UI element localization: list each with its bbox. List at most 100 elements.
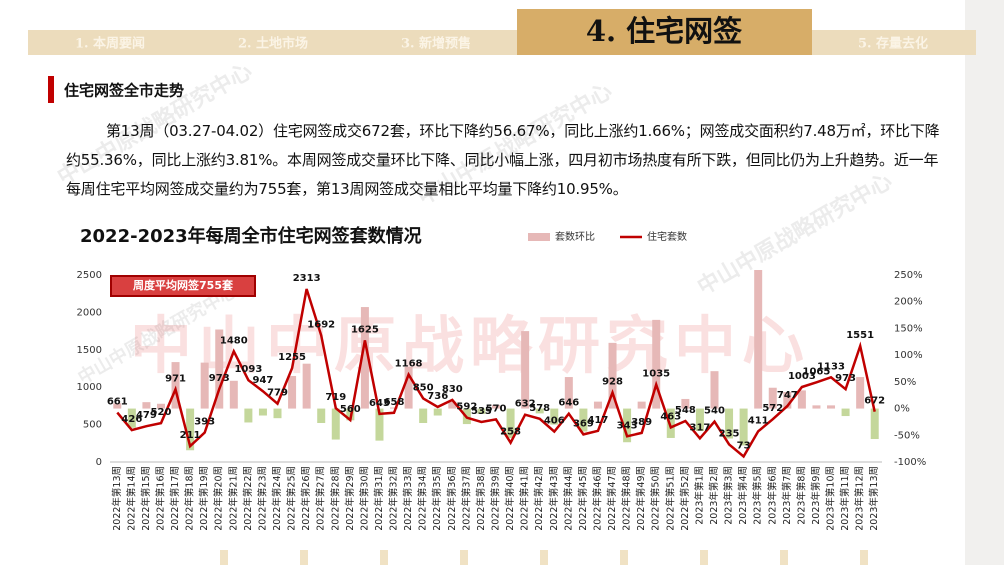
x-tick-label: 2022年第38周 (475, 466, 487, 531)
data-label: 417 (588, 415, 609, 426)
tab[interactable]: 1. 本周要闻 (75, 36, 145, 52)
bar (331, 408, 340, 440)
y2-tick-label: 50% (894, 377, 916, 388)
x-tick-label: 2022年第27周 (315, 466, 327, 531)
bar (623, 408, 632, 443)
bottom-decor (220, 550, 868, 565)
x-tick-label: 2023年第3周 (723, 466, 735, 525)
data-label: 672 (864, 396, 885, 407)
x-tick-label: 2023年第4周 (737, 466, 749, 525)
y-tick-label: 2500 (77, 270, 102, 281)
bar (492, 404, 500, 409)
x-tick-label: 2023年第2周 (708, 466, 720, 525)
data-label: 779 (267, 388, 288, 399)
x-tick-label: 2022年第32周 (388, 466, 400, 531)
bar (360, 307, 369, 409)
data-label: 850 (413, 382, 434, 393)
data-label: 520 (151, 407, 172, 418)
data-label: 389 (631, 417, 652, 428)
data-label: 426 (121, 414, 142, 425)
data-label: 258 (500, 427, 521, 438)
bar (215, 329, 224, 409)
data-label: 1692 (307, 319, 335, 330)
bar (535, 408, 544, 414)
active-tab[interactable] (517, 9, 812, 55)
data-label: 736 (427, 391, 448, 402)
data-label: 971 (165, 373, 186, 384)
tab[interactable]: 2. 土地市场 (238, 36, 308, 52)
x-tick-label: 2022年第29周 (344, 466, 356, 531)
x-tick-label: 2022年第21周 (227, 466, 239, 531)
y2-tick-label: 0% (894, 404, 910, 415)
data-label: 719 (325, 392, 346, 403)
x-tick-label: 2022年第49周 (635, 466, 647, 531)
data-label: 317 (689, 422, 710, 433)
bar (229, 380, 238, 409)
data-label: 1480 (220, 335, 248, 346)
x-tick-label: 2022年第36周 (446, 466, 458, 531)
bar (783, 392, 792, 409)
data-label: 572 (762, 403, 783, 414)
x-tick-label: 2022年第20周 (213, 466, 225, 531)
bar (273, 408, 282, 419)
data-label: 343 (617, 420, 638, 431)
bar (608, 342, 617, 409)
bar (652, 319, 661, 409)
bar (856, 377, 865, 409)
data-label: 928 (602, 377, 623, 388)
data-label: 973 (209, 373, 230, 384)
data-label: 211 (180, 430, 201, 441)
data-label: 830 (442, 384, 463, 395)
section-marker (48, 76, 54, 103)
y-tick-label: 2000 (77, 307, 102, 318)
y-tick-label: 1000 (77, 382, 102, 393)
data-label: 632 (515, 399, 536, 410)
x-tick-label: 2022年第24周 (271, 466, 283, 531)
x-tick-label: 2022年第47周 (606, 466, 618, 531)
data-label: 1035 (642, 369, 670, 380)
x-tick-label: 2023年第11周 (839, 466, 851, 531)
x-tick-label: 2022年第46周 (591, 466, 603, 531)
data-label: 592 (456, 402, 477, 413)
x-tick-label: 2022年第16周 (154, 466, 166, 531)
bar (419, 408, 428, 423)
y-tick-label: 500 (83, 420, 102, 431)
data-label: 479 (136, 410, 157, 421)
bar (725, 408, 734, 439)
annotation: 周度平均网签755套 (133, 278, 234, 292)
paragraph: 第13周（03.27-04.02）住宅网签成交672套，环比下降约56.67%，… (66, 122, 940, 198)
bar (841, 408, 850, 417)
bar (710, 371, 719, 409)
x-tick-label: 2022年第18周 (184, 466, 196, 531)
x-tick-label: 2022年第19周 (198, 466, 210, 531)
x-tick-label: 2022年第43周 (548, 466, 560, 531)
data-label: 73 (737, 441, 751, 452)
bar (739, 408, 748, 446)
data-label: 1551 (846, 330, 874, 341)
tab[interactable]: 5. 存量去化 (858, 36, 928, 52)
legend-label: 住宅套数 (647, 230, 687, 243)
data-label: 973 (835, 373, 856, 384)
data-label: 463 (660, 411, 681, 422)
data-label: 535 (471, 406, 492, 417)
x-tick-label: 2022年第35周 (431, 466, 443, 531)
bar (390, 407, 399, 409)
bar (113, 403, 122, 409)
data-label: 947 (253, 375, 274, 386)
bar (142, 402, 151, 409)
data-label: 1133 (817, 361, 845, 372)
x-tick-label: 2022年第28周 (329, 466, 341, 531)
data-label: 1168 (395, 359, 423, 370)
tab[interactable]: 3. 新增预售 (401, 36, 471, 52)
x-tick-label: 2023年第5周 (752, 466, 764, 525)
x-tick-label: 2022年第48周 (621, 466, 633, 531)
bar (550, 408, 559, 425)
x-tick-label: 2022年第14周 (125, 466, 137, 531)
right-edge (965, 0, 1004, 565)
tab-active-label[interactable]: 4. 住宅网签 (586, 14, 742, 48)
bar (186, 408, 195, 451)
bar (200, 362, 209, 409)
y2-tick-label: 200% (894, 297, 923, 308)
data-label: 235 (719, 428, 740, 439)
